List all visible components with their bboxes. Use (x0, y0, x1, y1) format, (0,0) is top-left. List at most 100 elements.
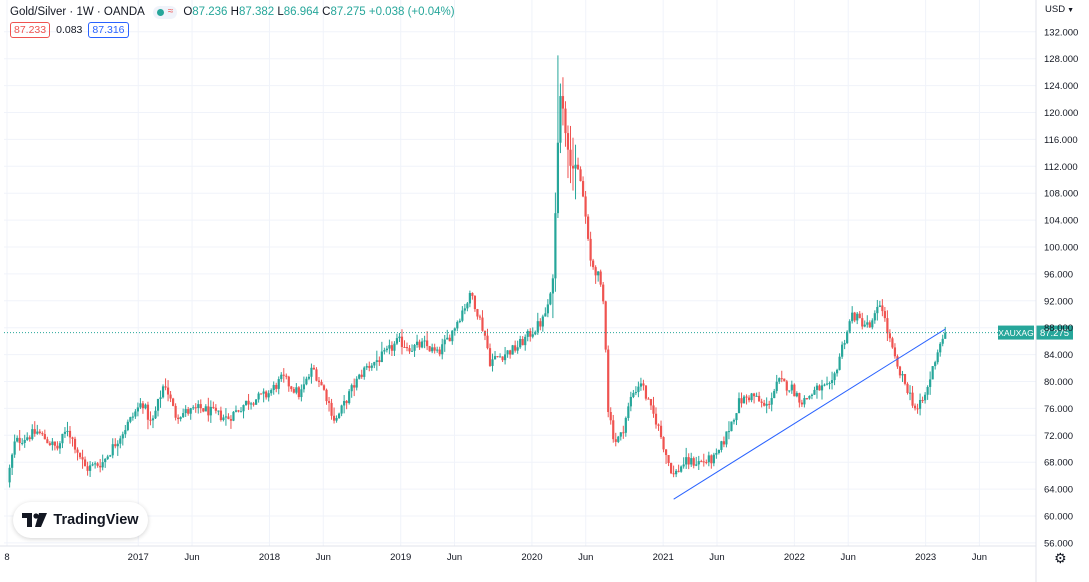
candle-up (707, 451, 710, 467)
candle-body (929, 379, 932, 387)
candle-up (830, 371, 834, 390)
candle-down (471, 292, 474, 300)
candle-body (843, 343, 846, 345)
candle-down (539, 318, 542, 331)
candle-up (415, 334, 419, 348)
legend-row: Gold/Silver · 1W · OANDA ≈ O87.236 H87.3… (10, 4, 455, 20)
candle-down (252, 401, 255, 407)
settings-gear-icon[interactable]: ⚙ (1054, 550, 1067, 566)
candle-body (327, 401, 331, 403)
candle-body (360, 374, 363, 377)
candle-body (740, 398, 743, 404)
candle-down (368, 361, 371, 372)
candle-body (810, 394, 814, 397)
candle-body (56, 445, 59, 449)
candle-body (858, 313, 861, 319)
candle-body (116, 443, 119, 447)
candle-body (647, 398, 650, 400)
candle-body (903, 374, 907, 384)
candle-down (332, 407, 336, 424)
candle-down (594, 265, 597, 284)
candle-body (36, 431, 39, 434)
candle-body (853, 312, 856, 321)
candle-down (38, 429, 41, 435)
candle-body (551, 278, 554, 294)
candle-up (931, 366, 934, 380)
candle-up (506, 350, 509, 358)
candle-body (584, 196, 587, 217)
indicator-row: 87.233 0.083 87.316 (10, 22, 129, 38)
candle-body (483, 330, 487, 336)
candle-down (212, 401, 215, 409)
candle-up (730, 421, 733, 432)
candle-up (161, 384, 165, 399)
candle-down (657, 423, 660, 431)
candle-body (94, 463, 97, 465)
symbol-title[interactable]: Gold/Silver · 1W · OANDA (10, 6, 145, 18)
candle-down (692, 456, 695, 469)
candle-down (659, 420, 663, 440)
market-status-pill[interactable]: ≈ (152, 5, 178, 19)
candle-body (478, 316, 482, 318)
candle-body (778, 378, 781, 382)
candle-down (149, 411, 152, 426)
candle-body (179, 417, 182, 420)
candle-body (58, 443, 62, 449)
candle-up (559, 83, 562, 154)
candle-body (249, 403, 253, 405)
candle-body (161, 386, 165, 398)
candle-body (599, 271, 602, 285)
candle-up (23, 434, 26, 448)
candle-body (717, 449, 720, 454)
candle-body (473, 295, 477, 310)
candle-up (242, 404, 245, 419)
candle-up (134, 409, 137, 419)
candle-up (554, 192, 557, 292)
candle-body (53, 441, 56, 446)
candle-body (735, 413, 738, 421)
candle-body (234, 410, 238, 412)
candle-down (561, 77, 565, 126)
candle-body (727, 431, 731, 433)
candle-down (390, 341, 394, 356)
candle-down (476, 308, 479, 320)
candle-body (242, 405, 245, 412)
candle-body (825, 383, 829, 385)
candle-down (400, 329, 404, 355)
candle-down (207, 397, 210, 422)
indicator-value-c[interactable]: 87.316 (88, 22, 129, 38)
candle-down (647, 397, 650, 400)
candle-body (559, 96, 562, 143)
candle-body (775, 381, 778, 391)
candle-body (496, 356, 499, 358)
candle-body (78, 452, 82, 458)
candle-up (549, 291, 552, 306)
candle-body (131, 416, 134, 418)
y-tick-label: 84.000 (1044, 350, 1073, 361)
candle-body (320, 381, 323, 386)
currency-selector[interactable]: USD ▼ (1045, 4, 1074, 15)
candle-body (458, 320, 461, 323)
candle-body (436, 349, 439, 351)
candle-down (478, 314, 482, 321)
candle-up (795, 391, 798, 398)
candle-down (378, 356, 381, 366)
candle-down (360, 369, 363, 379)
indicator-value-a[interactable]: 87.233 (10, 22, 51, 38)
x-tick-label: 2020 (521, 552, 542, 563)
candle-up (16, 435, 19, 443)
candle-down (312, 364, 316, 370)
candle-down (325, 388, 328, 405)
candle-up (823, 383, 826, 387)
candle-body (539, 321, 542, 327)
y-tick-label: 116.000 (1044, 135, 1078, 146)
candle-body (770, 398, 773, 405)
candle-body (124, 430, 127, 435)
candle-up (546, 299, 549, 318)
candle-up (924, 392, 927, 404)
tradingview-logo[interactable]: TradingView (13, 502, 148, 538)
candle-down (785, 379, 788, 396)
candle-body (156, 398, 160, 411)
candle-body (536, 321, 539, 332)
